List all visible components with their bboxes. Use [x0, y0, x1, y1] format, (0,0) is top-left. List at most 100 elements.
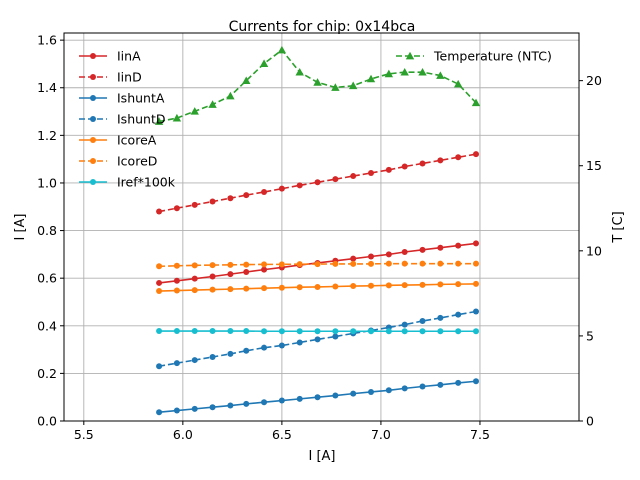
legend-label: Temperature (NTC) [433, 49, 552, 64]
data-point-iref-100k [314, 328, 321, 335]
legend-swatch-marker [90, 116, 96, 122]
data-point-iref-100k [455, 328, 462, 335]
data-point-iind [473, 151, 479, 158]
legend-right: Temperature (NTC) [396, 49, 552, 64]
data-point-iind [437, 157, 444, 164]
data-point-iref-100k [243, 328, 250, 335]
data-point-ishunta [385, 387, 392, 394]
data-point-iina [173, 277, 180, 284]
data-point-icorea [473, 280, 479, 287]
data-point-ishuntd [314, 336, 321, 343]
data-point-temperature-ntc [190, 107, 199, 115]
legend-label: Iref*100k [117, 175, 176, 190]
data-point-iind [191, 201, 198, 208]
data-point-iina [368, 253, 375, 260]
data-point-icored [156, 263, 163, 270]
legend-swatch-marker [90, 137, 96, 143]
y2-tick-label: 10 [586, 243, 602, 258]
x-tick-label: 5.5 [74, 427, 94, 442]
data-point-ishuntd [419, 318, 426, 325]
legend-entry-iref-100k: Iref*100k [79, 175, 176, 190]
data-point-icorea [314, 283, 321, 290]
data-point-iind [227, 195, 234, 202]
x-tick-label: 7.5 [470, 427, 490, 442]
data-point-iina [261, 266, 268, 273]
data-point-icorea [243, 285, 250, 292]
data-point-icorea [156, 288, 163, 295]
legend-swatch-marker [90, 158, 96, 164]
y-tick-label: 1.6 [37, 33, 57, 48]
data-point-iref-100k [173, 328, 180, 335]
y2-tick-label: 20 [586, 73, 602, 88]
data-point-icored [455, 260, 462, 267]
data-point-iina [191, 275, 198, 282]
data-point-ishuntd [401, 321, 408, 328]
data-point-iref-100k [419, 328, 426, 335]
legend-swatch-marker [90, 179, 96, 185]
data-point-icorea [227, 286, 234, 293]
series-ishunta [156, 378, 479, 416]
data-point-iref-100k [261, 328, 268, 335]
data-point-ishuntd [243, 347, 250, 354]
data-point-icored [278, 261, 285, 268]
data-point-iind [419, 160, 426, 167]
data-point-temperature-ntc [418, 67, 427, 76]
series-iref-100k [156, 328, 479, 335]
data-point-icorea [261, 285, 268, 292]
data-point-ishunta [350, 390, 357, 397]
y-tick-label: 1.0 [37, 175, 57, 190]
data-point-icored [227, 261, 234, 268]
legend-entry-iind: IinD [79, 70, 142, 85]
data-point-icorea [332, 283, 339, 290]
data-point-iind [332, 176, 339, 183]
data-point-ishuntd [227, 350, 234, 357]
x-tick-label: 6.0 [173, 427, 193, 442]
legend-label: IcoreD [117, 154, 157, 169]
data-point-icorea [419, 281, 426, 288]
data-point-icorea [191, 287, 198, 294]
data-point-ishuntd [209, 353, 216, 360]
data-point-iind [243, 192, 250, 199]
series-icorea [156, 280, 479, 295]
data-point-ishuntd [473, 308, 479, 315]
series-icored [156, 260, 479, 270]
data-point-ishunta [209, 404, 216, 411]
data-point-iina [419, 246, 426, 253]
data-point-ishuntd [173, 360, 180, 367]
data-point-icored [209, 262, 216, 269]
data-point-ishunta [332, 392, 339, 399]
data-point-iina [455, 242, 462, 249]
data-point-ishunta [278, 397, 285, 404]
data-point-iind [314, 179, 321, 186]
x-axis-label: I [A] [308, 449, 335, 464]
data-point-iind [209, 198, 216, 205]
data-point-icorea [209, 286, 216, 293]
data-point-ishunta [437, 381, 444, 388]
data-point-temperature-ntc [400, 67, 409, 76]
data-point-iref-100k [401, 328, 408, 335]
data-point-ishunta [191, 405, 198, 412]
data-point-iref-100k [227, 328, 234, 335]
data-point-icored [296, 261, 303, 268]
y2-axis-label: T [C] [611, 211, 626, 243]
data-point-ishuntd [455, 311, 462, 318]
data-point-temperature-ntc [226, 91, 235, 100]
data-point-iina [473, 240, 479, 247]
data-point-ishunta [314, 394, 321, 401]
data-point-icorea [278, 284, 285, 291]
y-tick-label: 1.2 [37, 128, 57, 143]
y-tick-label: 0.0 [37, 414, 57, 429]
series-temperature-ntc [154, 45, 481, 125]
legend-entry-ishunta: IshuntA [79, 91, 165, 106]
data-point-temperature-ntc [259, 59, 269, 67]
data-point-iind [261, 189, 268, 196]
data-point-ishunta [173, 407, 180, 414]
series-layer [154, 45, 481, 416]
data-point-temperature-ntc [348, 81, 358, 90]
data-point-iref-100k [473, 328, 479, 335]
legend-swatch-marker [90, 53, 96, 59]
y-tick-label: 0.8 [37, 223, 57, 238]
data-point-ishunta [419, 383, 426, 390]
